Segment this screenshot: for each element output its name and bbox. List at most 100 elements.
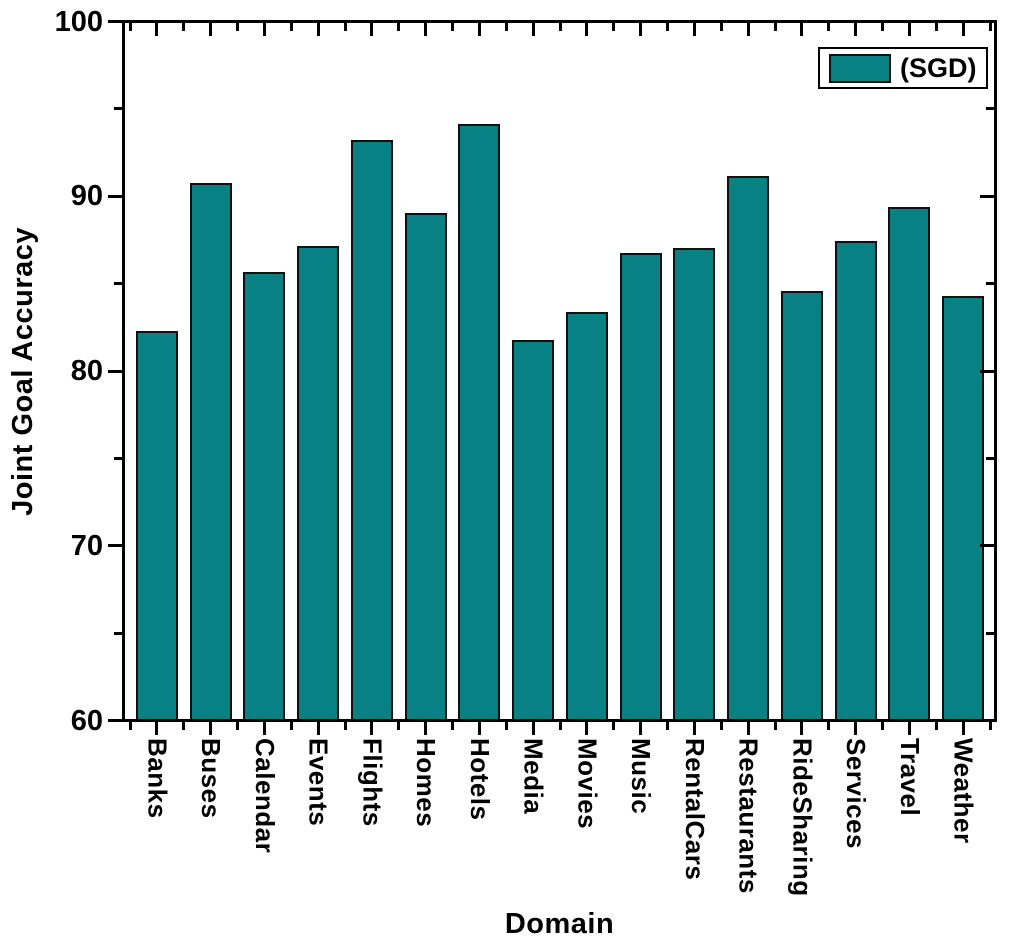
axis-tick	[316, 23, 320, 36]
axis-tick	[986, 282, 994, 286]
bar-rentalcars	[673, 247, 716, 719]
x-tick-label: RideSharing	[787, 738, 818, 897]
bar-slot	[775, 23, 829, 719]
legend: (SGD)	[818, 47, 988, 89]
x-tick-label-slot: Buses	[184, 738, 238, 897]
bar-travel	[888, 207, 931, 719]
axis-tick	[108, 369, 122, 373]
axis-tick	[854, 23, 858, 36]
x-tick-label-slot: Banks	[130, 738, 184, 897]
axis-tick	[209, 722, 213, 735]
axis-tick	[881, 722, 884, 730]
axis-tick	[155, 23, 159, 36]
x-tick-label-slot: Weather	[936, 738, 990, 897]
axis-tick	[692, 23, 696, 36]
axis-tick	[316, 722, 320, 735]
axis-tick	[961, 23, 965, 36]
bar-slot	[399, 23, 453, 719]
axis-tick	[980, 369, 994, 373]
axis-tick	[980, 544, 994, 548]
bar-slot	[721, 23, 775, 719]
x-tick-label-slot: Homes	[399, 738, 453, 897]
axis-tick	[692, 722, 696, 735]
axis-tick	[114, 631, 122, 635]
bar-weather	[942, 296, 985, 719]
y-tick-label: 70	[70, 529, 103, 562]
x-tick-label: Services	[841, 738, 872, 849]
axis-tick	[585, 23, 589, 36]
bar-slot	[130, 23, 184, 719]
axis-tick	[370, 722, 374, 735]
axis-tick	[986, 631, 994, 635]
axis-tick	[854, 722, 858, 735]
axis-tick	[108, 194, 122, 198]
x-tick-label: Travel	[894, 738, 925, 817]
x-tick-labels: Banks Buses Calendar Events Flights Homes Hote…	[125, 738, 994, 897]
legend-label: (SGD)	[900, 52, 977, 83]
axis-tick	[504, 722, 508, 730]
axis-tick	[531, 722, 535, 735]
axis-tick	[108, 544, 122, 548]
axis-tick	[961, 722, 965, 735]
axis-tick	[155, 722, 159, 735]
x-tick-label-slot: Movies	[560, 738, 614, 897]
x-tick-label-slot: Hotels	[453, 738, 507, 897]
axis-tick	[477, 722, 481, 735]
axis-tick	[262, 23, 266, 36]
axis-tick	[585, 722, 589, 735]
bar-services	[834, 240, 877, 719]
x-tick-label-slot: RentalCars	[668, 738, 722, 897]
axis-tick	[980, 20, 994, 23]
axis-tick	[746, 722, 750, 735]
y-tick-label: 90	[70, 180, 103, 213]
x-tick-label: Restaurants	[733, 738, 764, 894]
x-tick-label-slot: Travel	[883, 738, 937, 897]
axis-tick	[988, 23, 992, 31]
x-tick-label-slot: RideSharing	[775, 738, 829, 897]
axis-tick	[907, 23, 911, 36]
bar-music	[619, 252, 662, 719]
bar-buses	[189, 183, 232, 719]
bar-movies	[565, 311, 608, 719]
bar-calendar	[243, 271, 286, 719]
axis-tick	[424, 23, 428, 36]
axis-tick	[504, 23, 508, 31]
x-tick-label: RentalCars	[679, 738, 710, 881]
bar-slot	[614, 23, 668, 719]
axis-tick	[289, 23, 293, 31]
bar-hotels	[458, 123, 501, 719]
axis-tick	[477, 23, 481, 36]
bar-slot	[883, 23, 937, 719]
bar-slot	[184, 23, 238, 719]
x-tick-label: Movies	[572, 738, 603, 830]
axis-tick	[397, 722, 401, 730]
axis-tick	[934, 23, 938, 31]
axis-tick	[451, 23, 454, 31]
axis-tick	[114, 456, 122, 460]
y-tick-label: 60	[70, 704, 103, 737]
axis-tick	[397, 23, 401, 31]
axis-tick	[370, 23, 374, 36]
bars-container	[125, 23, 994, 719]
axis-tick	[114, 282, 122, 286]
x-tick-label-slot: Music	[614, 738, 668, 897]
bar-slot	[453, 23, 507, 719]
axis-tick	[182, 722, 186, 730]
axis-tick	[612, 722, 616, 730]
x-tick-label: Calendar	[249, 738, 280, 854]
axis-tick	[558, 23, 562, 31]
axis-tick	[980, 719, 994, 722]
bar-slot	[829, 23, 883, 719]
bar-slot	[238, 23, 292, 719]
axis-tick	[424, 722, 428, 735]
x-tick-label: Hotels	[464, 738, 495, 821]
x-tick-label: Media	[518, 738, 549, 815]
bar-events	[297, 245, 340, 719]
axis-tick	[881, 23, 884, 31]
bar-homes	[404, 212, 447, 719]
axis-tick	[639, 23, 643, 36]
axis-tick	[236, 23, 239, 31]
axis-tick	[800, 722, 804, 735]
axis-tick	[451, 722, 454, 730]
x-tick-label-slot: Events	[291, 738, 345, 897]
